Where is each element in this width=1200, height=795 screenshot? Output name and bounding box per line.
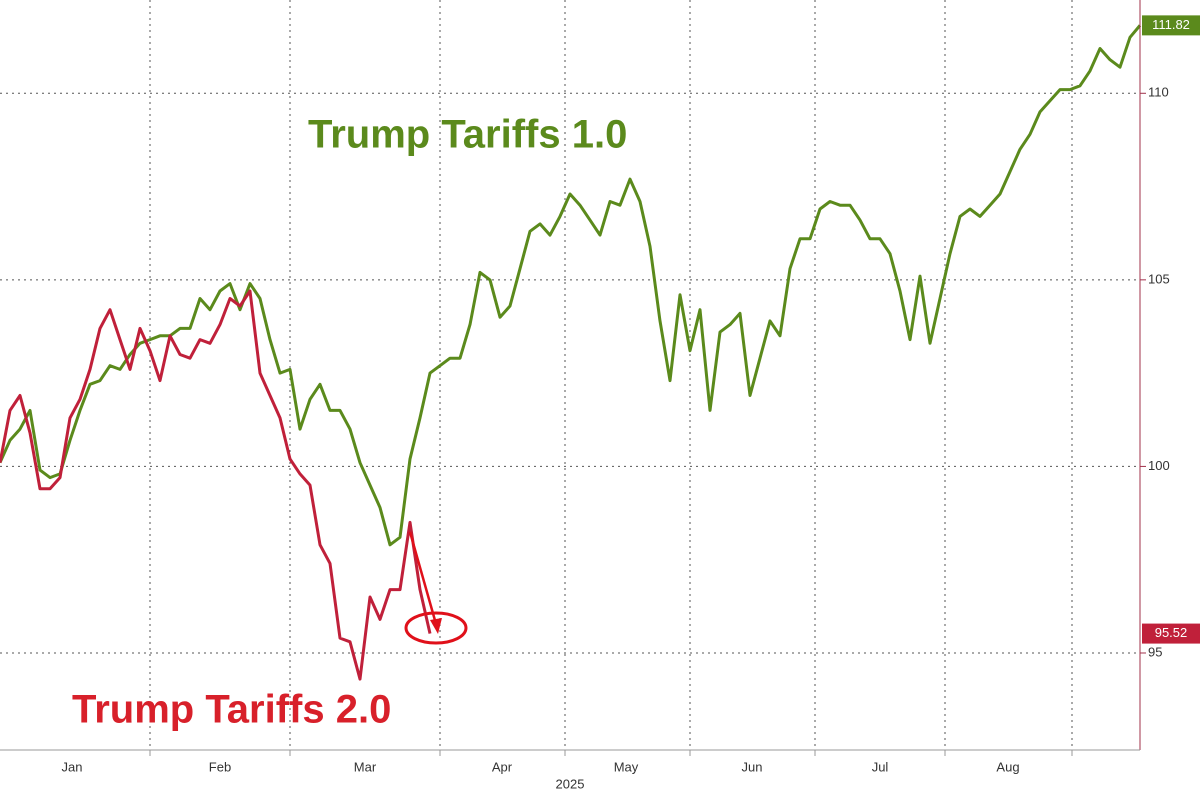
y-tick-label: 105 <box>1148 271 1170 286</box>
lines <box>0 24 1142 681</box>
y-tick-label: 100 <box>1148 458 1170 473</box>
x-tick-label: Mar <box>354 759 377 774</box>
plot-area <box>0 0 1140 750</box>
last-value-label: 95.52 <box>1155 625 1188 640</box>
arrow <box>408 531 438 625</box>
annotation: Trump Tariffs 2.0 <box>72 688 391 732</box>
highlight-ellipse <box>404 611 468 645</box>
x-tick-label: Apr <box>492 759 513 774</box>
x-tick-label: Jul <box>872 759 889 774</box>
annotation: Trump Tariffs 1.0 <box>308 113 627 157</box>
x-axis-label: 2025 <box>556 776 585 791</box>
y-tick-label: 110 <box>1148 85 1169 100</box>
arrow-head <box>430 618 442 634</box>
x-tick-label: Jan <box>62 759 83 774</box>
x-tick-label: Jun <box>742 759 763 774</box>
last-value-label: 111.82 <box>1152 17 1190 32</box>
x-tick-label: May <box>614 759 639 774</box>
last-value-box <box>1142 15 1200 36</box>
y-tick-label: 95 <box>1148 644 1162 659</box>
last-value-box <box>1142 623 1200 644</box>
x-tick-label: Aug <box>996 759 1019 774</box>
series-line <box>0 24 1142 547</box>
series-line <box>0 289 432 681</box>
x-tick-label: Feb <box>209 759 231 774</box>
